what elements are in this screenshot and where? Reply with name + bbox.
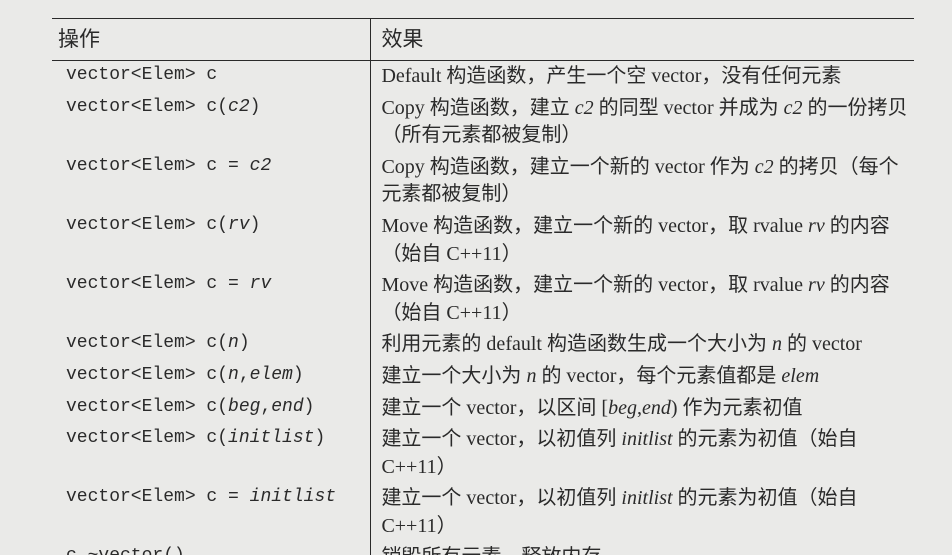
- table-row: vector<Elem> c(n)利用元素的 default 构造函数生成一个大…: [52, 329, 914, 361]
- operation-cell: vector<Elem> c(n): [52, 329, 371, 361]
- col-header-effect: 效果: [371, 19, 914, 61]
- operation-cell: vector<Elem> c = c2: [52, 152, 371, 211]
- effect-cell: Move 构造函数，建立一个新的 vector，取 rvalue rv 的内容（…: [371, 211, 914, 270]
- page: 操作 效果 vector<Elem> cDefault 构造函数，产生一个空 v…: [0, 0, 952, 555]
- operation-cell: vector<Elem> c(beg,end): [52, 393, 371, 425]
- vector-ops-table: 操作 效果 vector<Elem> cDefault 构造函数，产生一个空 v…: [52, 18, 914, 555]
- table-body: vector<Elem> cDefault 构造函数，产生一个空 vector，…: [52, 60, 914, 555]
- operation-cell: vector<Elem> c(initlist): [52, 424, 371, 483]
- table-row: vector<Elem> c = initlist建立一个 vector，以初值…: [52, 483, 914, 542]
- table-row: vector<Elem> c = rvMove 构造函数，建立一个新的 vect…: [52, 270, 914, 329]
- operation-cell: vector<Elem> c = initlist: [52, 483, 371, 542]
- table-row: vector<Elem> cDefault 构造函数，产生一个空 vector，…: [52, 60, 914, 92]
- col-header-operation: 操作: [52, 19, 371, 61]
- effect-cell: 建立一个大小为 n 的 vector，每个元素值都是 elem: [371, 361, 914, 393]
- operation-cell: vector<Elem> c(rv): [52, 211, 371, 270]
- table-row: vector<Elem> c(initlist)建立一个 vector，以初值列…: [52, 424, 914, 483]
- effect-cell: 建立一个 vector，以初值列 initlist 的元素为初值（始自 C++1…: [371, 424, 914, 483]
- operation-cell: vector<Elem> c = rv: [52, 270, 371, 329]
- effect-cell: 建立一个 vector，以区间 [beg,end) 作为元素初值: [371, 393, 914, 425]
- effect-cell: Move 构造函数，建立一个新的 vector，取 rvalue rv 的内容（…: [371, 270, 914, 329]
- table-header-row: 操作 效果: [52, 19, 914, 61]
- table-row: vector<Elem> c(rv)Move 构造函数，建立一个新的 vecto…: [52, 211, 914, 270]
- table-row: vector<Elem> c(c2)Copy 构造函数，建立 c2 的同型 ve…: [52, 93, 914, 152]
- effect-cell: 建立一个 vector，以初值列 initlist 的元素为初值（始自 C++1…: [371, 483, 914, 542]
- effect-cell: Copy 构造函数，建立一个新的 vector 作为 c2 的拷贝（每个元素都被…: [371, 152, 914, 211]
- effect-cell: 利用元素的 default 构造函数生成一个大小为 n 的 vector: [371, 329, 914, 361]
- table-row: vector<Elem> c(n,elem)建立一个大小为 n 的 vector…: [52, 361, 914, 393]
- operation-cell: vector<Elem> c(c2): [52, 93, 371, 152]
- effect-cell: Copy 构造函数，建立 c2 的同型 vector 并成为 c2 的一份拷贝（…: [371, 93, 914, 152]
- effect-cell: Default 构造函数，产生一个空 vector，没有任何元素: [371, 60, 914, 92]
- operation-cell: vector<Elem> c: [52, 60, 371, 92]
- table-row: vector<Elem> c(beg,end)建立一个 vector，以区间 […: [52, 393, 914, 425]
- table-row: vector<Elem> c = c2Copy 构造函数，建立一个新的 vect…: [52, 152, 914, 211]
- table-row: c.~vector()销毁所有元素，释放内存: [52, 542, 914, 555]
- operation-cell: vector<Elem> c(n,elem): [52, 361, 371, 393]
- effect-cell: 销毁所有元素，释放内存: [371, 542, 914, 555]
- operation-cell: c.~vector(): [52, 542, 371, 555]
